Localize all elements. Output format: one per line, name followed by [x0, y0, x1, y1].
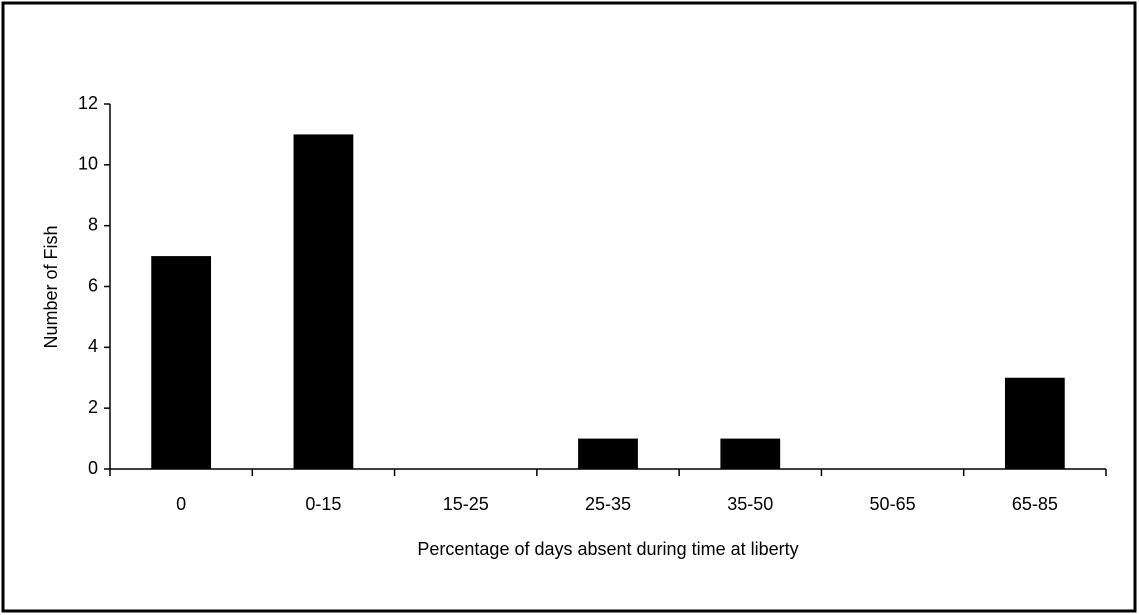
- y-tick-label: 8: [88, 214, 98, 234]
- x-tick-label: 35-50: [727, 494, 773, 514]
- x-tick-label: 0: [176, 494, 186, 514]
- y-tick-label: 10: [78, 154, 98, 174]
- x-tick-label: 65-85: [1012, 494, 1058, 514]
- bar: [1004, 377, 1065, 469]
- bar: [720, 438, 781, 469]
- x-tick-label: 25-35: [585, 494, 631, 514]
- y-tick-label: 2: [88, 397, 98, 417]
- y-tick-label: 6: [88, 275, 98, 295]
- bar: [578, 438, 638, 469]
- y-tick-label: 0: [88, 458, 98, 478]
- bar: [151, 256, 212, 469]
- bar: [293, 134, 354, 469]
- y-tick-label: 4: [88, 336, 98, 356]
- x-tick-label: 15-25: [443, 494, 489, 514]
- x-tick-label: 50-65: [870, 494, 916, 514]
- x-tick-label: 0-15: [305, 494, 341, 514]
- y-tick-label: 12: [78, 93, 98, 113]
- y-axis-label: Number of Fish: [41, 225, 61, 348]
- x-axis-label: Percentage of days absent during time at…: [417, 539, 798, 559]
